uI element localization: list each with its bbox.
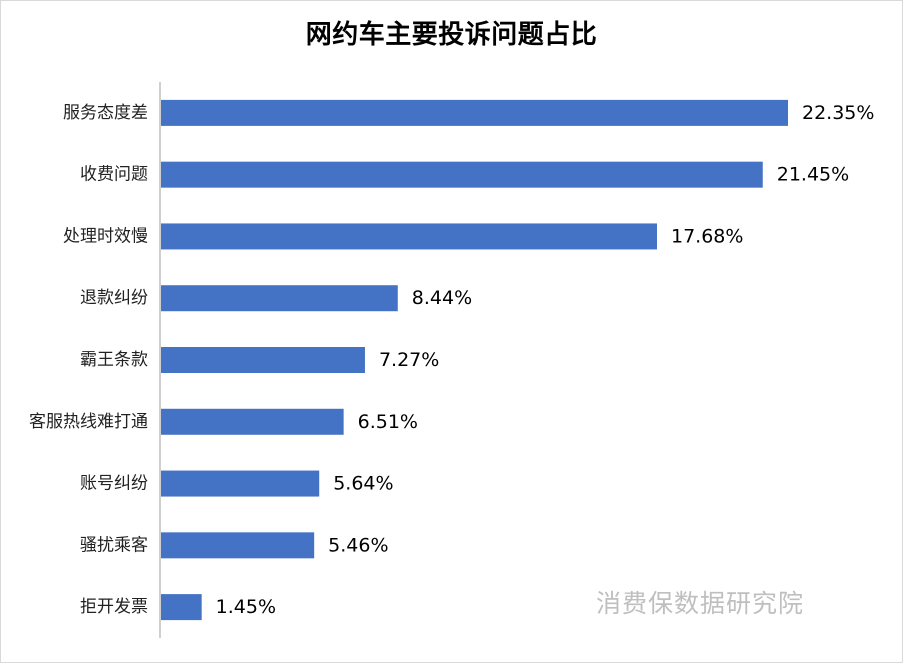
category-label: 拒开发票 bbox=[80, 597, 148, 617]
data-label: 8.44% bbox=[412, 287, 472, 309]
bar bbox=[161, 223, 657, 250]
category-label: 服务态度差 bbox=[63, 103, 148, 123]
category-label: 处理时效慢 bbox=[63, 225, 148, 246]
category-label: 霸王条款 bbox=[80, 350, 148, 370]
bar bbox=[161, 532, 315, 559]
data-label: 17.68% bbox=[671, 225, 743, 247]
category-label: 客服热线难打通 bbox=[29, 412, 148, 432]
watermark: 消费保数据研究院 bbox=[596, 589, 805, 618]
bar bbox=[161, 594, 202, 621]
category-label: 账号纠纷 bbox=[80, 474, 148, 494]
bar bbox=[161, 470, 320, 497]
data-label: 22.35% bbox=[802, 102, 874, 124]
data-label: 21.45% bbox=[777, 164, 849, 186]
bar bbox=[161, 99, 788, 126]
bar bbox=[161, 285, 398, 312]
bar bbox=[161, 408, 344, 435]
data-label: 1.45% bbox=[216, 596, 276, 618]
data-label: 6.51% bbox=[358, 411, 418, 433]
data-label: 5.46% bbox=[328, 534, 388, 556]
category-label: 退款纠纷 bbox=[80, 288, 148, 308]
bar bbox=[161, 347, 365, 373]
category-label: 骚扰乘客 bbox=[80, 535, 148, 555]
category-label: 收费问题 bbox=[80, 165, 148, 185]
data-label: 5.64% bbox=[333, 473, 393, 495]
data-label: 7.27% bbox=[379, 349, 439, 371]
bar bbox=[161, 161, 763, 188]
chart-title: 网约车主要投诉问题占比 bbox=[305, 20, 598, 50]
